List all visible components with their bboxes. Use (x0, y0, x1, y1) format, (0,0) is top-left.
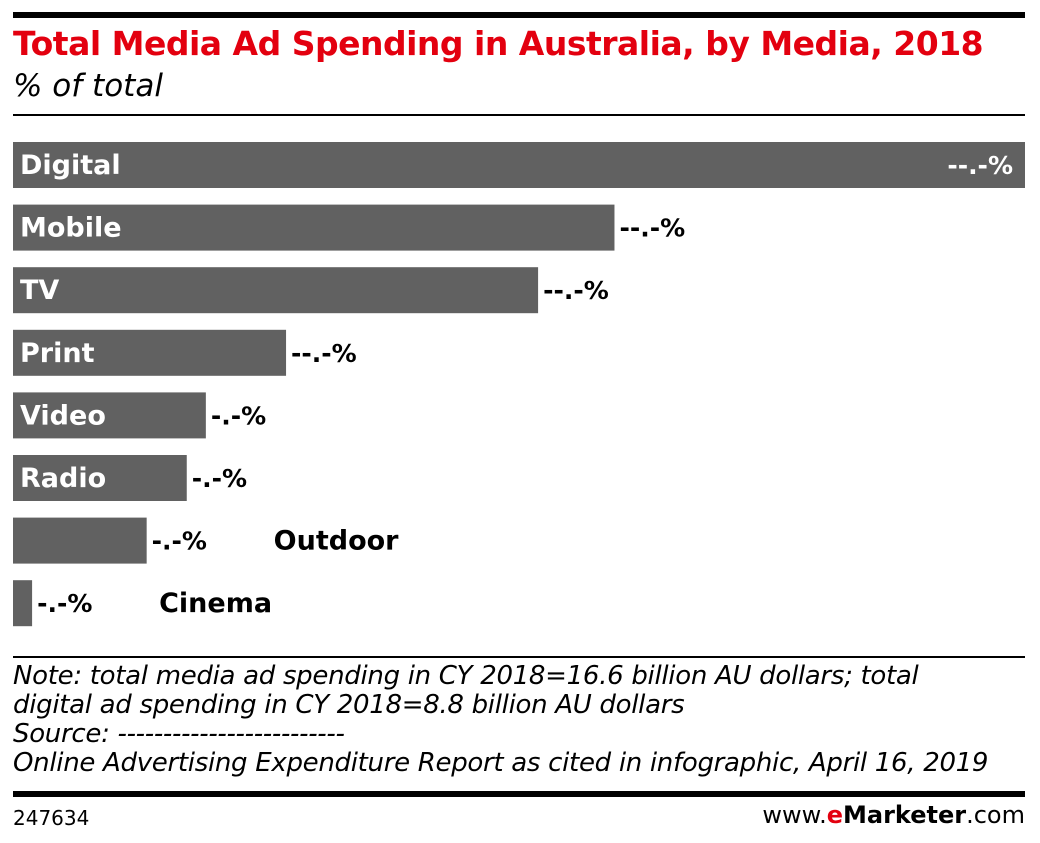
brand-suffix: .com (966, 801, 1025, 829)
note-line-2: digital ad spending in CY 2018=8.8 billi… (13, 690, 685, 720)
value-label-digital: --.-% (947, 151, 1013, 180)
bar-digital (13, 142, 1025, 188)
bar-print (13, 329, 287, 376)
value-label-print: --.-% (291, 339, 357, 368)
brand-e: e (826, 801, 844, 829)
top-rule (13, 12, 1025, 18)
chart-id: 247634 (13, 806, 90, 830)
category-label-outdoor: Outdoor (274, 526, 400, 557)
bar-outdoor (13, 517, 147, 564)
brand-logo[interactable]: www.eMarketer.com (762, 801, 1025, 829)
chart-subtitle: % of total (13, 68, 163, 104)
source-detail-line: Online Advertising Expenditure Report as… (13, 748, 989, 778)
bar-tv (13, 267, 539, 314)
category-label-digital: Digital (20, 150, 121, 181)
category-label-tv: TV (20, 275, 59, 306)
bar-video (13, 392, 206, 439)
brand-prefix: www. (762, 801, 827, 829)
footer-rule (13, 791, 1025, 797)
value-label-tv: --.-% (543, 276, 609, 305)
category-label-print: Print (20, 338, 95, 369)
chart-note: Note: total media ad spending in CY 2018… (13, 662, 1025, 778)
note-line-1: Note: total media ad spending in CY 2018… (13, 661, 919, 691)
source-line: Source: ------------------------- (13, 719, 345, 749)
value-label-radio: -.-% (192, 464, 247, 493)
value-label-outdoor: -.-% (152, 527, 207, 556)
value-label-cinema: -.-% (37, 589, 92, 618)
brand-name: Marketer (843, 801, 967, 829)
note-rule (13, 656, 1025, 658)
value-label-mobile: --.-% (619, 214, 685, 243)
bar-cinema (13, 580, 33, 627)
value-label-video: -.-% (211, 401, 266, 430)
category-label-video: Video (20, 400, 106, 431)
chart-title: Total Media Ad Spending in Australia, by… (13, 24, 984, 63)
bar-radio (13, 455, 187, 501)
category-label-cinema: Cinema (159, 588, 272, 619)
category-label-mobile: Mobile (20, 213, 122, 244)
bar-mobile (13, 204, 615, 251)
bar-chart: Digital --.-% Mobile --.-% TV --.-% Print --.-%… (13, 142, 1025, 627)
category-label-radio: Radio (20, 463, 106, 494)
header-rule (13, 114, 1025, 116)
